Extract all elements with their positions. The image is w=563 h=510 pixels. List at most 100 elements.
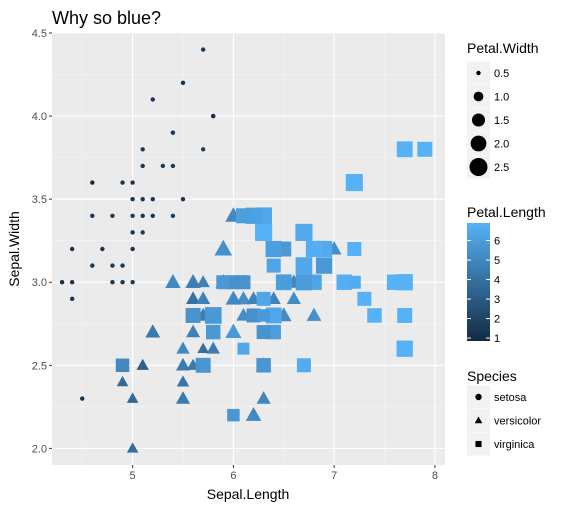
y-tick-label: 2.5 (32, 360, 47, 372)
data-point-versicolor (186, 291, 201, 305)
data-point-versicolor (256, 391, 271, 404)
data-point-setosa (110, 263, 115, 268)
data-point-setosa (110, 213, 115, 218)
data-point-setosa (140, 196, 145, 202)
y-axis-ticks: 2.0 2.5 3.0 3.5 4.0 4.5 (32, 28, 52, 455)
data-point-versicolor (126, 392, 139, 403)
data-point-setosa (130, 180, 135, 185)
data-point-versicolor (245, 406, 262, 421)
data-point-virginica (115, 358, 130, 373)
data-point-virginica (237, 342, 250, 355)
legend-size-key (470, 135, 487, 152)
data-point-virginica (205, 324, 221, 340)
data-point-setosa (130, 230, 135, 235)
y-tick-label: 3.5 (32, 194, 47, 206)
data-point-versicolor (126, 442, 139, 453)
data-point-versicolor (197, 342, 209, 353)
data-point-setosa (130, 246, 135, 252)
data-point-virginica (396, 274, 413, 291)
data-point-setosa (140, 163, 145, 169)
data-point-setosa (69, 280, 75, 285)
legend-shape-label: versicolor (494, 416, 541, 428)
legend-color-label: 1 (494, 333, 500, 345)
data-point-setosa (140, 230, 145, 235)
data-point-versicolor (196, 275, 210, 288)
data-point-versicolor (306, 307, 322, 321)
legend-shape-label: setosa (494, 392, 527, 404)
data-point-setosa (130, 213, 135, 218)
data-point-virginica (266, 258, 281, 273)
data-point-setosa (160, 163, 166, 169)
data-point-setosa (100, 246, 105, 252)
data-point-virginica (227, 408, 240, 422)
data-point-setosa (200, 47, 206, 52)
data-point-setosa (150, 213, 155, 218)
x-tick-label: 6 (230, 470, 236, 482)
data-point-versicolor (186, 324, 201, 338)
data-point-setosa (110, 280, 115, 285)
data-point-setosa (59, 280, 65, 285)
x-tick-label: 8 (432, 470, 438, 482)
data-point-virginica (345, 173, 363, 192)
y-axis-title: Sepal.Width (6, 211, 22, 286)
data-point-setosa (120, 263, 125, 268)
x-axis-ticks: 5 6 7 8 (130, 465, 438, 482)
data-point-versicolor (236, 291, 251, 305)
legend-shape-label: virginica (494, 439, 535, 451)
data-point-virginica (396, 141, 413, 158)
data-points (59, 47, 433, 453)
legend-size-label: 1.5 (494, 115, 509, 127)
minor-gridlines (52, 33, 445, 465)
data-point-virginica (265, 240, 282, 258)
data-point-virginica (305, 240, 323, 258)
y-tick-label: 3.0 (32, 277, 47, 289)
legend-size-label: 2.0 (494, 139, 509, 151)
data-point-versicolor (175, 357, 191, 371)
data-point-versicolor (177, 375, 189, 387)
data-point-virginica (397, 307, 413, 323)
data-point-virginica (295, 257, 313, 274)
data-point-versicolor (214, 239, 233, 256)
data-point-versicolor (116, 375, 129, 387)
data-point-versicolor (206, 341, 220, 354)
data-point-setosa (150, 97, 155, 102)
data-point-setosa (130, 196, 135, 202)
chart-title: Why so blue? (52, 8, 161, 28)
data-point-virginica (367, 308, 382, 323)
plot-panel (52, 33, 445, 465)
legend-size-key (476, 70, 481, 76)
legend-shape-key (475, 440, 482, 448)
data-point-versicolor (286, 291, 301, 305)
legend-size-key (471, 113, 486, 127)
data-point-setosa (120, 180, 125, 185)
data-point-versicolor (176, 341, 190, 354)
data-point-versicolor (186, 274, 201, 288)
legend-shape-key (474, 416, 483, 424)
x-axis-title: Sepal.Length (207, 486, 290, 502)
legend-size-label: 2.5 (494, 162, 509, 174)
data-point-setosa (120, 280, 125, 285)
data-point-setosa (140, 147, 145, 152)
legend-size-key (473, 91, 484, 102)
data-point-setosa (90, 180, 95, 185)
legend-species: Species setosa versicolor virginica (467, 368, 541, 456)
x-tick-label: 5 (130, 470, 136, 482)
data-point-virginica (295, 223, 313, 241)
legend-shape-key (475, 393, 482, 401)
data-point-virginica (417, 141, 433, 157)
major-gridlines (52, 32, 445, 465)
legend-color-label: 6 (494, 236, 500, 248)
data-point-virginica (315, 257, 333, 274)
data-point-setosa (200, 147, 206, 152)
data-point-setosa (211, 113, 216, 119)
legend-color-label: 4 (494, 275, 500, 287)
data-point-virginica (185, 307, 201, 323)
data-point-versicolor (165, 274, 181, 288)
data-point-versicolor (145, 324, 161, 338)
x-tick-label: 7 (331, 470, 337, 482)
data-point-virginica (347, 241, 362, 257)
data-point-virginica (256, 358, 271, 373)
data-point-setosa (69, 246, 75, 252)
data-point-setosa (180, 80, 186, 86)
